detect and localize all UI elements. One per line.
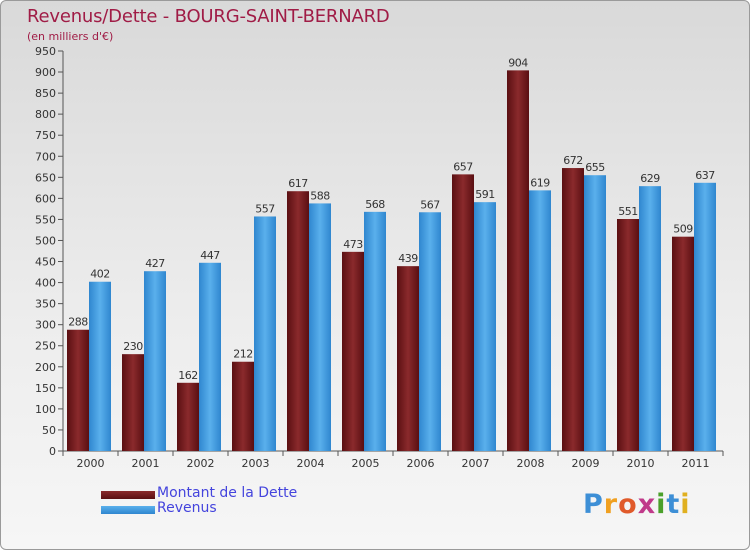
y-tick-label: 850: [35, 87, 56, 100]
debt-value-label: 509: [673, 223, 693, 236]
x-tick-label: 2001: [132, 457, 160, 470]
legend-swatch-revenue: [101, 506, 155, 514]
debt-bar: [452, 174, 474, 452]
y-tick-label: 650: [35, 171, 56, 184]
legend-label-revenue: Revenus: [157, 500, 217, 516]
revenue-bar: [309, 203, 331, 451]
x-tick-label: 2005: [352, 457, 380, 470]
x-tick-label: 2009: [572, 457, 600, 470]
revenue-value-label: 567: [420, 198, 440, 211]
revenue-value-label: 629: [640, 172, 660, 185]
debt-bar: [287, 191, 309, 452]
logo-letter: r: [603, 489, 619, 520]
y-tick-label: 50: [42, 424, 56, 437]
y-tick-label: 100: [35, 403, 56, 416]
y-tick-label: 450: [35, 256, 56, 269]
y-tick-label: 350: [35, 298, 56, 311]
y-tick-label: 750: [35, 129, 56, 142]
debt-bar: [342, 251, 364, 451]
logo-letter: P: [583, 489, 604, 520]
debt-value-label: 657: [453, 160, 473, 173]
x-tick-label: 2011: [682, 457, 710, 470]
x-tick-label: 2010: [627, 457, 655, 470]
x-tick-label: 2002: [187, 457, 215, 470]
debt-value-label: 473: [343, 238, 363, 251]
debt-bar: [67, 329, 89, 451]
revenue-value-label: 637: [695, 169, 715, 182]
chart-subtitle: (en milliers d'€): [27, 30, 114, 43]
debt-value-label: 617: [288, 177, 308, 190]
revenue-bar: [89, 281, 111, 451]
legend-label-debt: Montant de la Dette: [157, 485, 298, 501]
y-tick-label: 500: [35, 234, 56, 247]
y-tick-label: 950: [35, 45, 56, 58]
logo-letter: x: [637, 489, 657, 520]
revenue-bar: [199, 262, 221, 451]
y-tick-label: 200: [35, 361, 56, 374]
revenue-value-label: 447: [200, 249, 220, 262]
y-tick-label: 600: [35, 192, 56, 205]
logo-letter: t: [666, 489, 681, 520]
revenue-value-label: 427: [145, 257, 165, 270]
x-tick-label: 2000: [77, 457, 105, 470]
y-tick-label: 900: [35, 66, 56, 79]
debt-value-label: 230: [123, 340, 143, 353]
debt-value-label: 288: [68, 316, 88, 329]
debt-bar: [672, 236, 694, 451]
y-tick-label: 700: [35, 150, 56, 163]
y-tick-label: 0: [49, 445, 56, 458]
y-tick-label: 400: [35, 277, 56, 290]
revenue-bar: [584, 175, 606, 452]
y-tick-label: 550: [35, 213, 56, 226]
revenue-value-label: 568: [365, 198, 385, 211]
debt-bar: [177, 382, 199, 451]
revenue-bar: [474, 202, 496, 451]
revenue-value-label: 619: [530, 176, 550, 189]
debt-value-label: 672: [563, 154, 583, 167]
debt-bar: [562, 168, 584, 452]
y-tick-label: 150: [35, 382, 56, 395]
proxiti-logo: Proxiti: [583, 489, 691, 520]
x-tick-label: 2006: [407, 457, 435, 470]
debt-value-label: 439: [398, 252, 418, 265]
chart-title: Revenus/Dette - BOURG-SAINT-BERNARD: [27, 6, 390, 27]
revenue-value-label: 588: [310, 189, 330, 202]
y-tick-label: 800: [35, 108, 56, 121]
x-tick-label: 2004: [297, 457, 325, 470]
revenue-bar: [144, 271, 166, 451]
revenue-bar: [364, 211, 386, 451]
x-tick-label: 2007: [462, 457, 490, 470]
revenue-value-label: 557: [255, 202, 275, 215]
y-tick-label: 300: [35, 319, 56, 332]
x-tick-label: 2003: [242, 457, 270, 470]
debt-bar: [397, 266, 419, 451]
revenue-value-label: 591: [475, 188, 495, 201]
debt-value-label: 551: [618, 205, 638, 218]
debt-value-label: 212: [233, 348, 253, 361]
x-tick-label: 2008: [517, 457, 545, 470]
revenue-bar: [639, 186, 661, 451]
revenue-value-label: 655: [585, 161, 605, 174]
debt-bar: [232, 361, 254, 451]
debt-value-label: 162: [178, 369, 198, 382]
logo-letter: o: [618, 489, 638, 520]
logo-letter: i: [656, 489, 667, 520]
debt-bar: [507, 70, 529, 452]
legend-swatch-debt: [101, 491, 155, 499]
debt-value-label: 904: [508, 56, 528, 69]
y-tick-label: 250: [35, 340, 56, 353]
logo-letter: i: [680, 489, 691, 520]
debt-bar: [617, 219, 639, 451]
debt-bar: [122, 354, 144, 451]
revenue-bar: [694, 182, 716, 451]
revenue-value-label: 402: [90, 268, 110, 281]
revenue-bar: [529, 190, 551, 452]
revenue-bar: [419, 212, 441, 451]
revenue-bar: [254, 216, 276, 451]
